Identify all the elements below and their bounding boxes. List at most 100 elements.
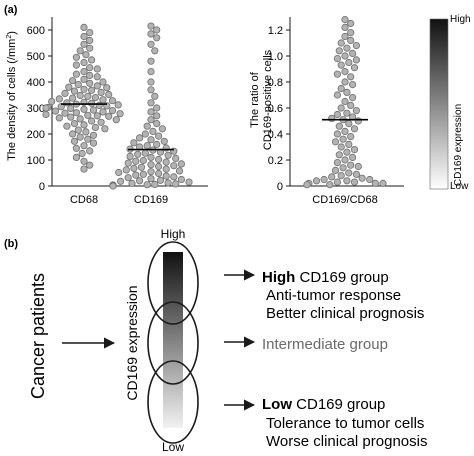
ratio-point xyxy=(352,56,360,64)
density-x-tick-label: CD68 xyxy=(70,194,98,206)
density-point-cd169 xyxy=(124,174,132,182)
density-point-cd169 xyxy=(143,122,151,130)
ratio-point xyxy=(347,73,355,81)
density-point-cd68 xyxy=(80,32,88,41)
density-point-cd68 xyxy=(84,92,92,100)
density-point-cd169 xyxy=(172,154,180,162)
density-point-cd169 xyxy=(139,156,147,165)
density-point-cd169 xyxy=(147,78,155,86)
density-point-cd68 xyxy=(89,131,98,139)
density-point-cd169 xyxy=(170,173,178,181)
density-point-cd169 xyxy=(143,142,151,150)
ratio-point xyxy=(303,181,311,189)
density-point-cd169 xyxy=(155,155,163,164)
density-point-cd169 xyxy=(132,157,140,165)
density-point-cd68 xyxy=(61,109,69,117)
low-group-line2: Worse clinical prognosis xyxy=(266,433,427,450)
colorbar-high-label: High xyxy=(450,14,471,25)
density-point-cd68 xyxy=(69,130,77,138)
ratio-point xyxy=(345,169,353,177)
density-point-cd68 xyxy=(69,77,77,85)
density-point-cd169 xyxy=(134,150,142,158)
density-point-cd68 xyxy=(61,89,69,98)
density-point-cd169 xyxy=(136,134,144,142)
density-point-cd169 xyxy=(147,22,155,30)
low-group-line1: Tolerance to tumor cells xyxy=(266,415,424,432)
density-point-cd68 xyxy=(51,107,60,115)
intermediate-group-title: Intermediate group xyxy=(262,336,388,353)
ratio-point xyxy=(326,181,334,189)
density-point-cd169 xyxy=(147,116,155,124)
density-point-cd169 xyxy=(141,130,149,138)
ratio-point xyxy=(371,179,379,187)
density-y-tick-label: 600 xyxy=(27,25,45,37)
ratio-point xyxy=(335,47,343,55)
density-point-cd68 xyxy=(78,149,86,158)
density-point-cd169 xyxy=(153,34,161,42)
density-point-cd68 xyxy=(70,87,79,95)
density-point-cd68 xyxy=(86,44,94,52)
ratio-point xyxy=(333,91,341,99)
density-point-cd68 xyxy=(84,111,92,119)
colorbar-low-label: Low xyxy=(450,181,469,192)
intermediate-group-ellipse xyxy=(147,301,199,385)
density-point-cd68 xyxy=(74,81,82,89)
density-point-cd169 xyxy=(147,175,155,183)
ratio-point xyxy=(331,166,340,174)
density-point-cd169 xyxy=(147,86,155,94)
density-point-cd169 xyxy=(137,163,146,171)
density-point-cd169 xyxy=(149,127,157,135)
ratio-point xyxy=(348,49,357,58)
density-point-cd68 xyxy=(76,133,84,141)
ratio-y-tick-label: 0.6 xyxy=(268,103,283,115)
density-point-cd68 xyxy=(48,97,56,106)
density-point-cd169 xyxy=(151,92,159,100)
density-point-cd68 xyxy=(80,157,88,165)
ratio-y-tick-label: 0.2 xyxy=(268,155,283,167)
density-y-tick-label: 400 xyxy=(27,77,45,89)
density-point-cd68 xyxy=(72,53,81,61)
density-point-cd169 xyxy=(153,112,161,120)
high-group-title: High CD169 group xyxy=(262,269,389,286)
density-point-cd68 xyxy=(108,97,117,105)
ratio-point xyxy=(366,175,374,184)
density-point-cd68 xyxy=(80,23,88,31)
cancer-patients-label: Cancer patients xyxy=(28,273,48,399)
density-point-cd68 xyxy=(88,56,96,64)
density-x-tick-label: CD169 xyxy=(134,194,168,206)
density-point-cd68 xyxy=(99,108,107,116)
colorbar-axis-label: CD169 expression xyxy=(453,104,464,186)
density-point-cd68 xyxy=(80,58,88,67)
density-point-cd68 xyxy=(82,128,90,136)
low-group-title: Low CD169 group xyxy=(262,396,385,413)
density-point-cd68 xyxy=(112,116,120,124)
density-axes: 0 100 200 300 400 500 600 CD68 CD169 xyxy=(27,17,208,206)
density-point-cd169 xyxy=(162,165,170,173)
density-point-cd68 xyxy=(42,104,50,112)
ratio-point xyxy=(348,81,357,89)
density-point-cd68 xyxy=(67,104,75,113)
ratio-dots xyxy=(303,15,387,189)
ratio-point xyxy=(358,174,366,182)
ratio-point xyxy=(347,133,355,141)
density-point-cd68 xyxy=(88,86,96,94)
ratio-point xyxy=(341,15,349,24)
ratio-point xyxy=(341,127,349,135)
low-group-ellipse xyxy=(147,360,199,444)
ratio-point xyxy=(347,36,355,45)
density-point-cd68 xyxy=(80,121,88,129)
ratio-point xyxy=(343,109,351,117)
ratio-point xyxy=(312,177,321,185)
expression-gradient-bar xyxy=(163,252,183,428)
ratio-point xyxy=(347,19,355,28)
ratio-point xyxy=(337,172,345,180)
ratio-point xyxy=(333,70,341,78)
ratio-point xyxy=(341,32,349,41)
density-point-cd68 xyxy=(80,68,88,76)
high-group-line2: Better clinical prognosis xyxy=(266,305,424,322)
ratio-point xyxy=(345,140,353,148)
ratio-y-tick-label: 0.8 xyxy=(268,77,283,89)
density-y-tick-label: 300 xyxy=(27,103,45,115)
density-point-cd169 xyxy=(141,149,149,157)
